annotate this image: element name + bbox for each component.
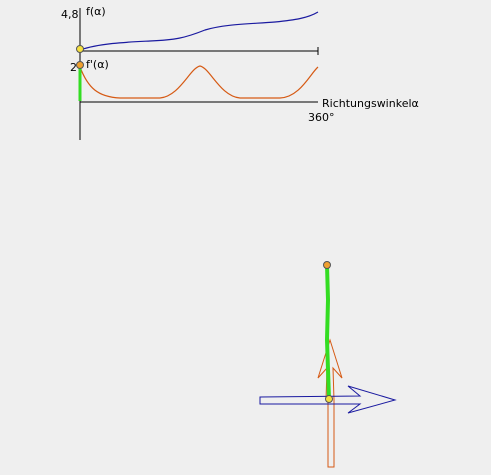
x-max-label: 360° [308,111,335,124]
fp-max-label: 2 [70,61,77,74]
fprime-curve [79,65,319,99]
fp-label: f'(α) [86,58,109,71]
blue-arrow [259,385,397,414]
point[interactable] [325,395,333,403]
x-label: Richtungswinkelα [322,97,419,110]
f-max-label: 4,8 [61,8,79,21]
f-label: f(α) [86,5,106,18]
point[interactable] [76,45,84,53]
green-segment [324,264,331,400]
point[interactable] [323,261,331,269]
point[interactable] [76,61,84,69]
f-curve [79,11,319,51]
